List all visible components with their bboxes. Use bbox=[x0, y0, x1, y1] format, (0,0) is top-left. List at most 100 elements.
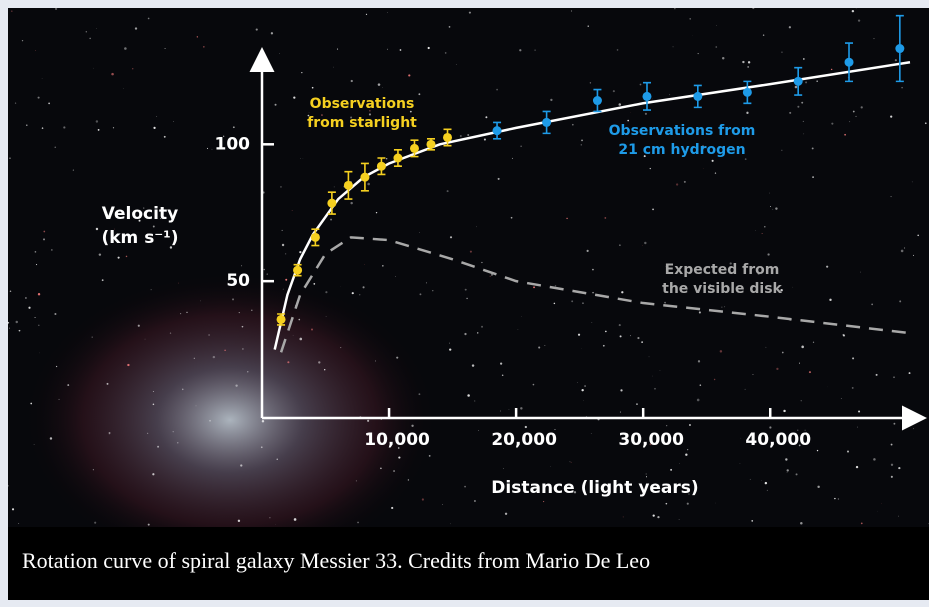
star bbox=[54, 147, 56, 149]
star bbox=[646, 474, 647, 475]
x-tick-label: 20,000 bbox=[491, 430, 557, 450]
star bbox=[715, 46, 717, 48]
star bbox=[502, 375, 504, 377]
star bbox=[35, 251, 37, 253]
data-point bbox=[293, 266, 302, 275]
star bbox=[571, 10, 572, 11]
star bbox=[591, 433, 592, 434]
star bbox=[298, 319, 300, 321]
star bbox=[170, 332, 171, 333]
star bbox=[891, 464, 893, 466]
star bbox=[157, 446, 159, 448]
star bbox=[795, 86, 798, 89]
star bbox=[326, 316, 327, 317]
star bbox=[891, 196, 892, 197]
star bbox=[476, 226, 477, 227]
star bbox=[904, 247, 905, 248]
star bbox=[287, 361, 289, 363]
star bbox=[860, 272, 861, 273]
star bbox=[224, 350, 225, 351]
star bbox=[419, 232, 420, 233]
star bbox=[844, 134, 846, 136]
star bbox=[39, 353, 40, 354]
star bbox=[247, 371, 248, 372]
star bbox=[282, 230, 283, 231]
star bbox=[38, 293, 40, 295]
star bbox=[340, 347, 341, 348]
star bbox=[670, 469, 672, 471]
star bbox=[893, 423, 895, 425]
figure: Rotation curve of spiral galaxy Messier … bbox=[0, 0, 929, 607]
star bbox=[535, 50, 536, 51]
star bbox=[789, 112, 791, 114]
star bbox=[657, 516, 659, 518]
data-point bbox=[443, 133, 452, 142]
star bbox=[474, 400, 475, 401]
star bbox=[699, 311, 701, 313]
star bbox=[285, 279, 287, 281]
star bbox=[19, 330, 21, 332]
star bbox=[178, 283, 179, 284]
star bbox=[124, 47, 127, 50]
data-point bbox=[311, 233, 320, 242]
star bbox=[36, 264, 37, 265]
star bbox=[621, 291, 623, 293]
star bbox=[34, 444, 35, 445]
star bbox=[899, 300, 901, 302]
star bbox=[893, 376, 895, 378]
star bbox=[925, 122, 927, 124]
star bbox=[7, 322, 9, 324]
star bbox=[9, 158, 10, 159]
star bbox=[333, 67, 334, 68]
data-point bbox=[794, 77, 803, 86]
star bbox=[359, 294, 360, 295]
star bbox=[512, 158, 513, 159]
star bbox=[666, 503, 668, 505]
star bbox=[96, 28, 97, 29]
star bbox=[700, 384, 702, 386]
star bbox=[554, 303, 556, 305]
star bbox=[642, 245, 643, 246]
annotation: Observations bbox=[310, 96, 415, 112]
star bbox=[776, 368, 778, 370]
star bbox=[679, 519, 680, 520]
star bbox=[805, 81, 807, 83]
star bbox=[898, 467, 900, 469]
star bbox=[630, 335, 631, 336]
data-point bbox=[493, 126, 502, 135]
star bbox=[92, 337, 93, 338]
star bbox=[442, 504, 443, 505]
star bbox=[533, 384, 535, 386]
star bbox=[48, 103, 50, 105]
star bbox=[467, 134, 469, 136]
star bbox=[592, 269, 594, 271]
star bbox=[450, 524, 451, 525]
star bbox=[543, 501, 544, 502]
star bbox=[186, 312, 187, 313]
star bbox=[311, 328, 313, 330]
star bbox=[408, 479, 409, 480]
star bbox=[28, 307, 30, 309]
star bbox=[813, 342, 814, 343]
star bbox=[275, 104, 277, 106]
star bbox=[740, 463, 741, 464]
star bbox=[652, 209, 654, 211]
star bbox=[852, 357, 854, 359]
star bbox=[466, 298, 467, 299]
star bbox=[280, 186, 282, 188]
star bbox=[364, 264, 365, 265]
star bbox=[674, 8, 675, 9]
data-point bbox=[895, 44, 904, 53]
star bbox=[857, 427, 858, 428]
star bbox=[800, 522, 802, 524]
star bbox=[588, 26, 589, 27]
x-tick-label: 10,000 bbox=[364, 430, 430, 450]
star bbox=[123, 88, 124, 89]
star bbox=[35, 50, 36, 51]
star bbox=[96, 228, 98, 230]
star bbox=[152, 473, 154, 475]
star bbox=[118, 257, 120, 259]
star bbox=[25, 297, 27, 299]
star bbox=[496, 89, 498, 91]
star bbox=[797, 106, 799, 108]
